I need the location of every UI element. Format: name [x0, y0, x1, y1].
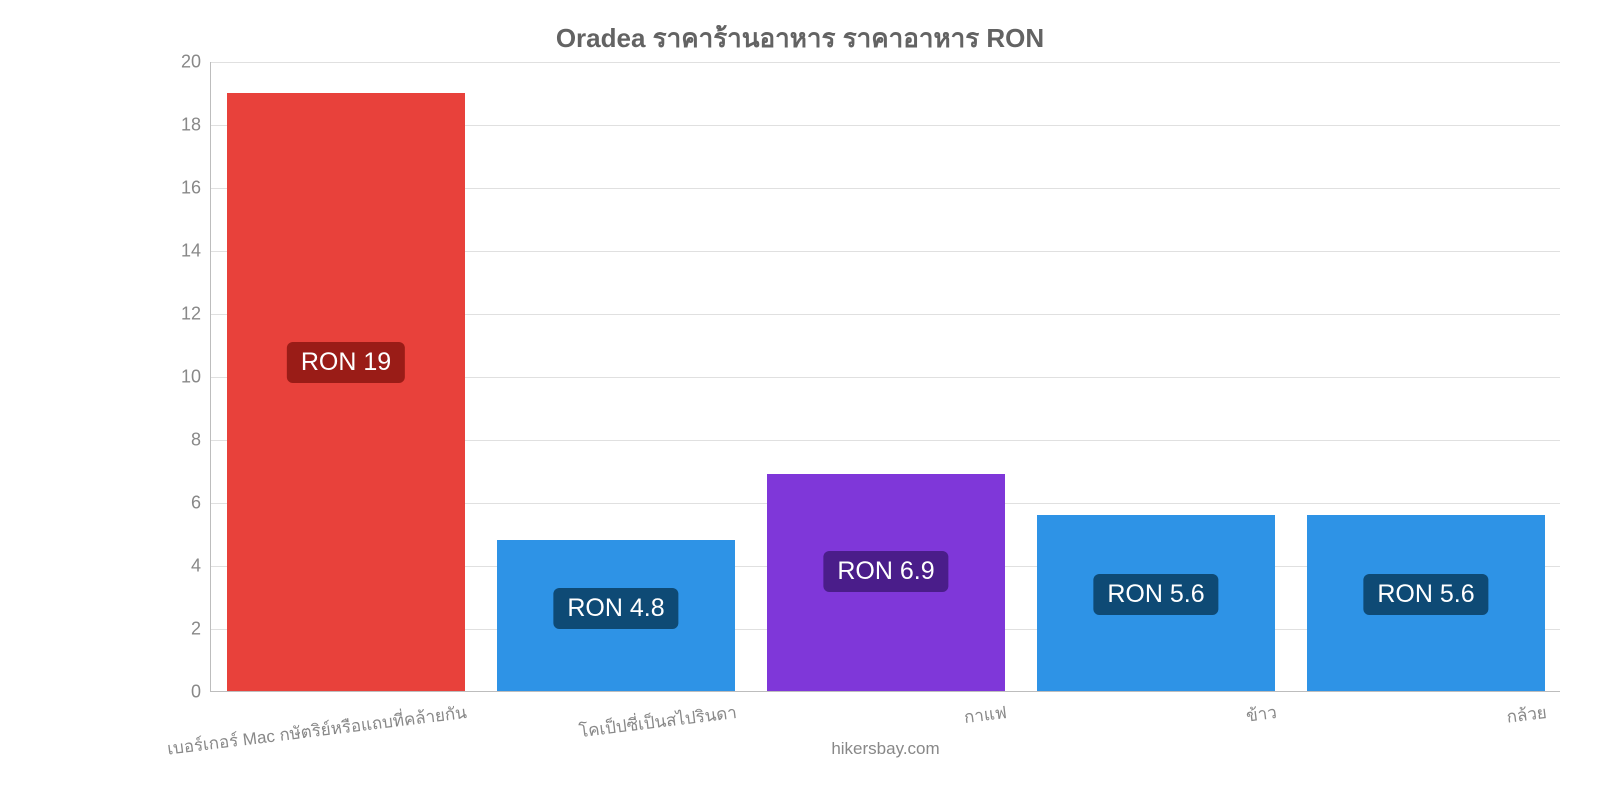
ytick-label: 16	[181, 178, 201, 199]
bar: RON 5.6	[1037, 515, 1275, 691]
ytick-label: 6	[191, 493, 201, 514]
plot-area: 02468101214161820RON 19เบอร์เกอร์ Mac กษ…	[210, 62, 1560, 692]
bar: RON 6.9	[767, 474, 1005, 691]
ytick-label: 8	[191, 430, 201, 451]
bar: RON 5.6	[1307, 515, 1545, 691]
bar-value-badge: RON 4.8	[553, 588, 678, 629]
ytick-label: 18	[181, 115, 201, 136]
bar-value-badge: RON 6.9	[823, 551, 948, 592]
ytick-label: 14	[181, 241, 201, 262]
ytick-label: 4	[191, 556, 201, 577]
xtick-label: กล้วย	[1505, 699, 1548, 731]
bar: RON 19	[227, 93, 465, 692]
gridline	[211, 62, 1560, 63]
ytick-label: 10	[181, 367, 201, 388]
ytick-label: 20	[181, 52, 201, 73]
xtick-label: ข้าว	[1244, 699, 1278, 730]
ytick-label: 2	[191, 619, 201, 640]
ytick-label: 12	[181, 304, 201, 325]
source-credit: hikersbay.com	[211, 739, 1560, 759]
ytick-label: 0	[191, 682, 201, 703]
bar-value-badge: RON 19	[287, 342, 405, 383]
bar-value-badge: RON 5.6	[1363, 574, 1488, 615]
xtick-label: กาแฟ	[962, 699, 1008, 731]
bar-value-badge: RON 5.6	[1093, 574, 1218, 615]
bar: RON 4.8	[497, 540, 735, 691]
chart-title: Oradea ราคาร้านอาหาร ราคาอาหาร RON	[0, 18, 1600, 59]
chart-container: Oradea ราคาร้านอาหาร ราคาอาหาร RON 02468…	[0, 0, 1600, 800]
